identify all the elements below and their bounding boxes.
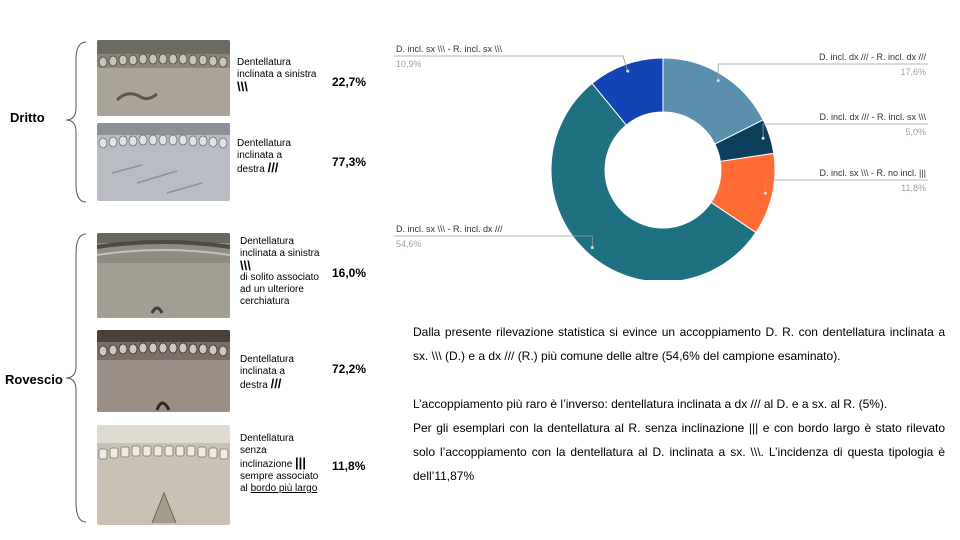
callout-line-5 (394, 55, 629, 72)
dritto-item-1-desc: Dentellatura inclinata a sinistra \\\ (237, 57, 317, 94)
donut-chart: D. incl. dx /// - R. incl. dx /// 17,6% D.… (380, 30, 940, 283)
slice-label-2: D. incl. dx /// - R. incl. sx \\\ (819, 112, 926, 122)
callout-dot-2 (761, 136, 765, 140)
dritto-label: Dritto (10, 110, 45, 125)
coin-image-dritto-left (97, 40, 230, 116)
bordo-link[interactable]: bordo più largo (250, 483, 318, 494)
callout-line-2 (762, 123, 928, 139)
callout-dot-1 (716, 79, 720, 83)
coin-image-rovescio-3 (97, 425, 230, 525)
coin-image-rovescio-1 (97, 233, 230, 318)
slice-label-5: D. incl. sx \\\ - R. incl. sx \\\ (396, 44, 503, 54)
rovescio-item-1-desc: Dentellatura inclinata a sinistra \\\ di… (240, 236, 320, 307)
rovescio-item-3-pct: 11,8% (332, 459, 366, 473)
rovescio-brace (65, 233, 87, 523)
callout-line-4 (394, 235, 593, 248)
dritto-brace (65, 41, 87, 203)
rovescio-item-2-desc: Dentellatura inclinata a destra /// (240, 354, 294, 391)
callout-line-1 (717, 63, 928, 81)
dritto-item-2-pct: 77,3% (332, 155, 367, 169)
dritto-item-2-desc: Dentellatura inclinata a destra /// (237, 138, 291, 175)
slice-pct-1: 17,6% (900, 67, 926, 77)
callout-dot-3 (763, 191, 767, 195)
slice-label-4: D. incl. sx \\\ - R. incl. dx /// (396, 224, 503, 234)
paragraph-2: L’accoppiamento più raro è l’inverso: de… (413, 397, 888, 411)
paragraph-1: Dalla presente rilevazione statistica si… (413, 325, 945, 363)
rovescio-item-3-desc: Dentellatura senza inclinazione ||| semp… (240, 433, 319, 494)
slice-label-3: D. incl. sx \\\ - R. no incl. ||| (819, 168, 926, 178)
rovescio-item-1-pct: 16,0% (332, 266, 367, 280)
coin-image-rovescio-2 (97, 330, 230, 412)
callout-line-3 (765, 179, 928, 194)
slice-pct-4: 54,6% (396, 239, 422, 249)
slice-pct-2: 5,0% (905, 127, 926, 137)
coin-image-dritto-right (97, 123, 230, 201)
dritto-item-1-pct: 22,7% (332, 75, 367, 89)
rovescio-label: Rovescio (5, 372, 63, 387)
donut-slice-5 (591, 57, 664, 126)
paragraph-3: Per gli esemplari con la dentellatura al… (413, 421, 945, 483)
slice-pct-3: 11,8% (901, 183, 926, 193)
slice-pct-5: 10,9% (396, 59, 422, 69)
callout-dot-5 (626, 69, 630, 73)
rovescio-item-2-pct: 72,2% (332, 362, 367, 376)
slice-label-1: D. incl. dx /// - R. incl. dx /// (819, 52, 927, 62)
callout-dot-4 (590, 246, 594, 250)
